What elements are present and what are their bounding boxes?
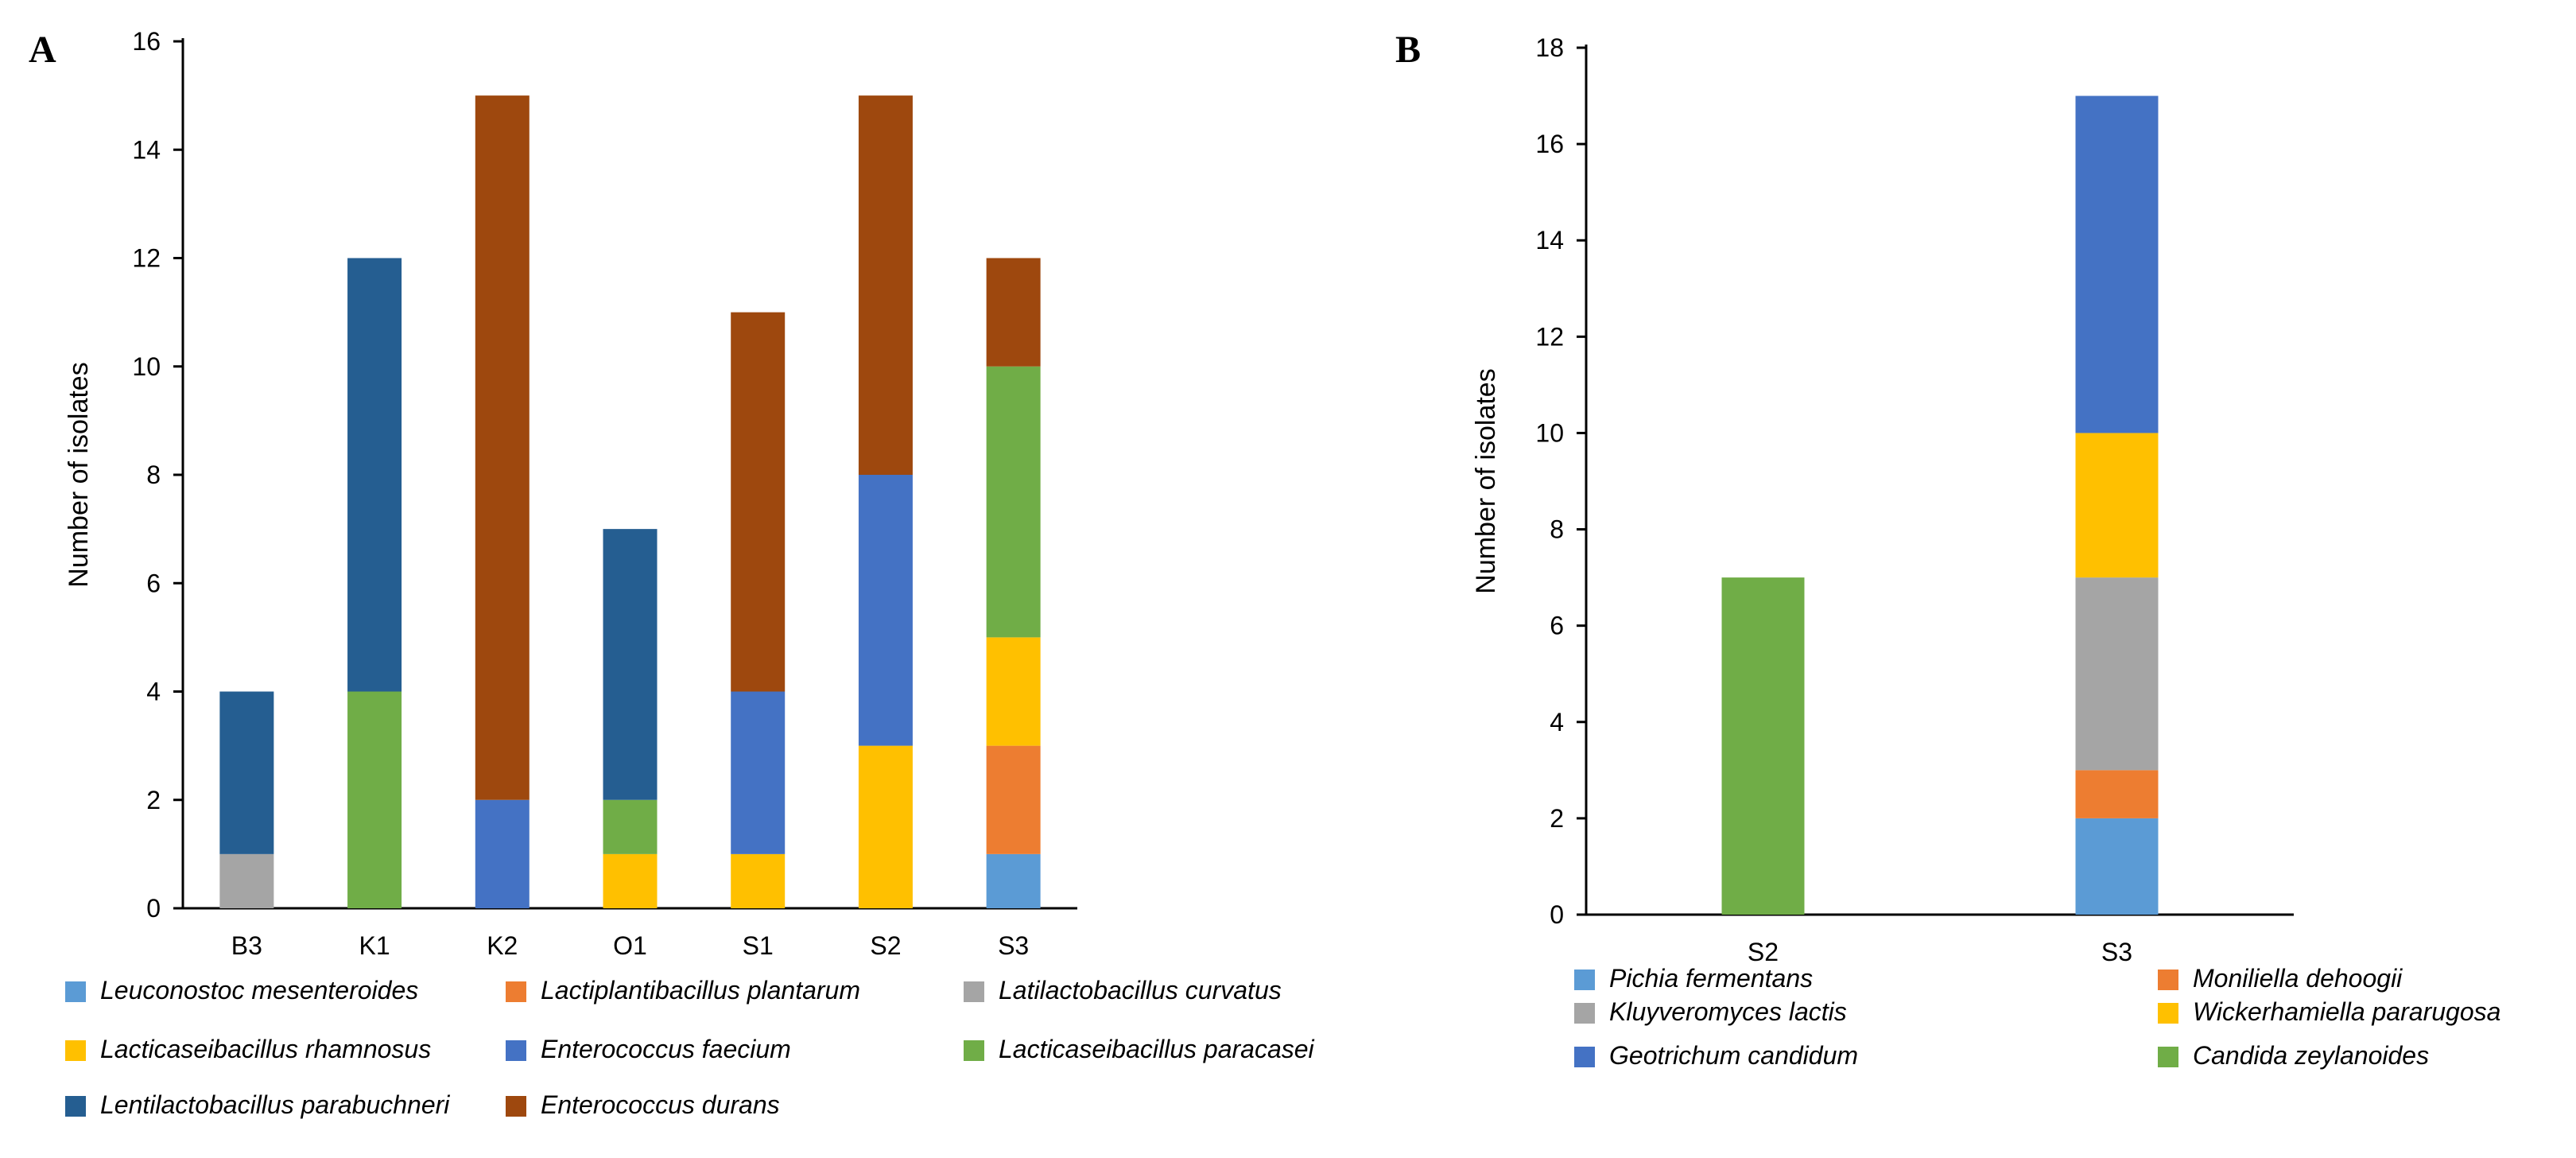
y-tick-label-b-2: 2 (1550, 804, 1564, 833)
x-tick-label-a-B3: B3 (231, 931, 262, 960)
legend-swatch-a-5 (964, 1040, 984, 1061)
bar-a-B3-6 (219, 691, 274, 854)
bar-a-O1-3 (603, 853, 658, 908)
bar-a-S3-5 (986, 366, 1041, 638)
legend-label-a-2: Latilactobacillus curvatus (999, 976, 1282, 1005)
legend-swatch-b-5 (2158, 1047, 2178, 1067)
y-tick-label-a-16: 16 (132, 27, 161, 56)
legend-swatch-a-3 (65, 1040, 86, 1061)
legend-swatch-b-0 (1574, 970, 1595, 990)
legend-swatch-a-7 (506, 1096, 526, 1117)
bar-a-B3-2 (219, 853, 274, 908)
chart-b: 0 2 4 6 8 10 12 14 16 18 Number of isolates S2 S3 Pic… (1471, 33, 2500, 1070)
bar-b-S3-1 (2075, 770, 2159, 818)
bar-a-S2-4 (858, 475, 913, 746)
legend-swatch-b-4 (1574, 1047, 1595, 1067)
y-tick-label-b-12: 12 (1535, 322, 1564, 351)
legend-label-a-0: Leuconostoc mesenteroides (100, 976, 418, 1005)
legend-swatch-a-6 (65, 1096, 86, 1117)
y-axis-title-b: Number of isolates (1471, 368, 1501, 593)
legend-label-b-0: Pichia fermentans (1609, 964, 1813, 993)
bar-a-K1-5 (347, 691, 402, 908)
bar-a-S3-1 (986, 745, 1041, 854)
legend-label-a-6: Lentilactobacillus parabuchneri (100, 1090, 450, 1119)
legend-swatch-b-2 (1574, 1003, 1595, 1024)
bar-b-S3-4 (2075, 95, 2159, 433)
bar-a-O1-5 (603, 799, 658, 854)
bar-b-S2-5 (1721, 577, 1805, 915)
chart-a: 0 2 4 6 8 10 12 14 16 Number of isolates B3 K1 K2 O1 S… (64, 27, 1315, 1119)
y-tick-label-a-8: 8 (146, 460, 161, 489)
legend-label-b-4: Geotrichum candidum (1609, 1041, 1858, 1070)
x-tick-label-a-K1: K1 (359, 931, 390, 960)
y-tick-label-a-10: 10 (132, 352, 161, 381)
y-tick-label-a-6: 6 (146, 569, 161, 597)
bar-a-K2-4 (475, 799, 530, 908)
x-tick-label-a-O1: O1 (613, 931, 647, 960)
bar-a-S3-3 (986, 637, 1041, 746)
bar-b-S3-0 (2075, 818, 2159, 915)
bar-a-K1-6 (347, 258, 402, 692)
x-tick-label-a-S2: S2 (870, 931, 901, 960)
bar-a-S1-3 (731, 853, 786, 908)
legend-label-a-1: Lactiplantibacillus plantarum (541, 976, 860, 1005)
bar-a-S2-7 (858, 95, 913, 475)
legend-label-b-3: Wickerhamiella pararugosa (2193, 997, 2500, 1026)
bar-a-K2-7 (475, 95, 530, 800)
y-tick-label-a-0: 0 (146, 894, 161, 923)
bar-b-S3-2 (2075, 577, 2159, 771)
legend-swatch-b-3 (2158, 1003, 2178, 1024)
y-tick-label-b-0: 0 (1550, 900, 1564, 929)
x-tick-label-a-K2: K2 (487, 931, 518, 960)
bar-a-O1-6 (603, 529, 658, 800)
bar-a-S1-4 (731, 691, 786, 854)
bar-b-S3-3 (2075, 433, 2159, 578)
legend-swatch-a-2 (964, 981, 984, 1002)
x-tick-label-b-S3: S3 (2101, 938, 2132, 966)
y-tick-label-b-10: 10 (1535, 418, 1564, 447)
legend-label-a-4: Enterococcus faecium (541, 1035, 791, 1063)
legend-label-a-5: Lacticaseibacillus paracasei (999, 1035, 1315, 1063)
y-tick-label-b-8: 8 (1550, 515, 1564, 544)
bar-a-S3-0 (986, 853, 1041, 908)
legend-swatch-b-1 (2158, 970, 2178, 990)
y-tick-label-b-14: 14 (1535, 226, 1564, 255)
y-tick-label-a-14: 14 (132, 135, 161, 164)
panel-b-letter: B (1395, 29, 1421, 71)
y-tick-label-b-16: 16 (1535, 130, 1564, 158)
y-tick-label-a-12: 12 (132, 244, 161, 273)
y-tick-label-b-18: 18 (1535, 33, 1564, 62)
x-tick-label-b-S2: S2 (1748, 938, 1779, 966)
y-tick-label-a-4: 4 (146, 678, 161, 706)
y-tick-label-b-4: 4 (1550, 708, 1564, 736)
y-tick-label-a-2: 2 (146, 786, 161, 814)
bar-a-S1-7 (731, 312, 786, 692)
legend-label-a-3: Lacticaseibacillus rhamnosus (100, 1035, 431, 1063)
legend-swatch-a-0 (65, 981, 86, 1002)
legend-label-a-7: Enterococcus durans (541, 1090, 780, 1119)
legend-label-b-2: Kluyveromyces lactis (1609, 997, 1847, 1026)
panel-a-letter: A (29, 29, 56, 71)
x-tick-label-a-S3: S3 (998, 931, 1029, 960)
y-axis-title-a: Number of isolates (64, 362, 94, 587)
legend-label-b-5: Candida zeylanoides (2193, 1041, 2429, 1070)
bar-a-S2-3 (858, 745, 913, 908)
legend-label-b-1: Moniliella dehoogii (2193, 964, 2403, 993)
x-tick-label-a-S1: S1 (743, 931, 774, 960)
y-tick-label-b-6: 6 (1550, 612, 1564, 640)
legend-swatch-a-4 (506, 1040, 526, 1061)
legend-swatch-a-1 (506, 981, 526, 1002)
bar-a-S3-7 (986, 258, 1041, 367)
